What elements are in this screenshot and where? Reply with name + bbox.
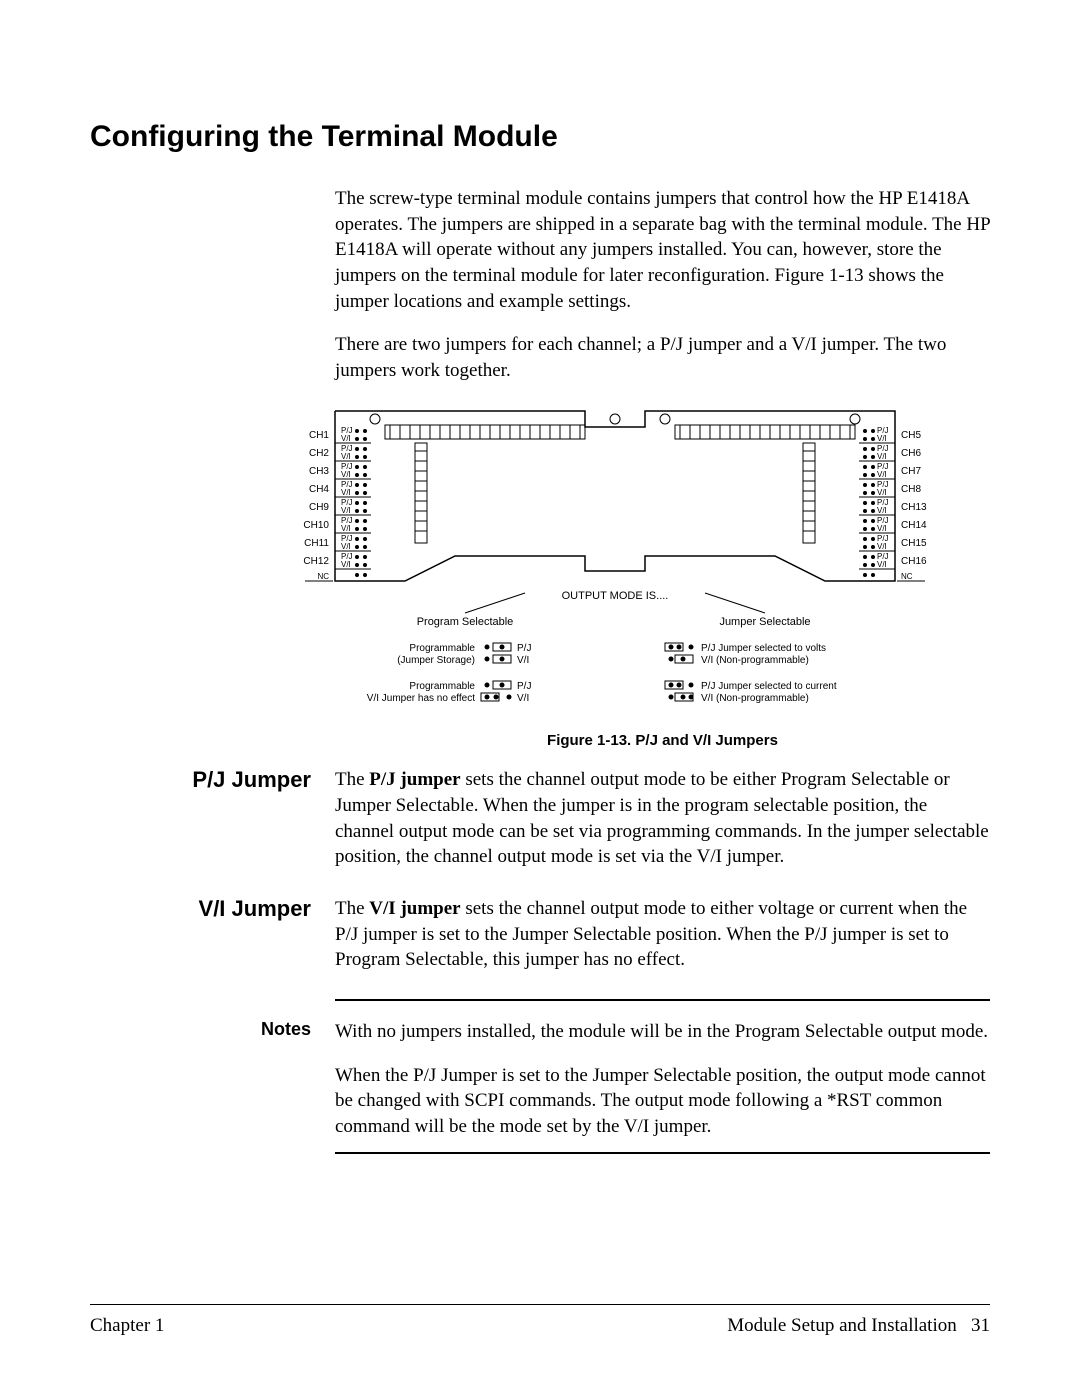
svg-text:CH9: CH9	[309, 502, 329, 513]
svg-text:V/I: V/I	[341, 506, 351, 515]
footer-right: Module Setup and Installation 31	[727, 1315, 990, 1337]
vi-jumper-body: The V/I jumper sets the channel output m…	[335, 896, 990, 973]
svg-text:V/I: V/I	[341, 488, 351, 497]
svg-text:Programmable: Programmable	[409, 643, 475, 654]
intro-block: The screw-type terminal module contains …	[335, 186, 990, 383]
svg-text:CH2: CH2	[309, 448, 329, 459]
svg-text:V/I: V/I	[341, 470, 351, 479]
svg-text:V/I: V/I	[517, 693, 529, 704]
svg-text:NC: NC	[901, 572, 913, 581]
svg-text:CH16: CH16	[901, 556, 927, 567]
svg-text:CH1: CH1	[309, 430, 329, 441]
svg-text:V/I: V/I	[517, 655, 529, 666]
section-vi-jumper: V/I Jumper The V/I jumper sets the chann…	[90, 896, 990, 973]
svg-text:NC: NC	[317, 572, 329, 581]
section-notes: Notes With no jumpers installed, the mod…	[90, 1019, 990, 1140]
svg-text:V/I: V/I	[877, 488, 887, 497]
footer-page-number: 31	[971, 1315, 990, 1336]
svg-text:CH6: CH6	[901, 448, 921, 459]
pj-prefix: The	[335, 769, 369, 790]
svg-text:CH12: CH12	[303, 556, 329, 567]
notes-p2: When the P/J Jumper is set to the Jumper…	[335, 1063, 990, 1140]
svg-text:V/I: V/I	[877, 470, 887, 479]
jumper-diagram-svg: P/JV/I P/JV/I P/JV/I P/JV/I P/JV/I P/JV/…	[265, 401, 965, 721]
svg-text:OUTPUT MODE IS....: OUTPUT MODE IS....	[562, 590, 669, 602]
svg-text:P/J Jumper selected to volts: P/J Jumper selected to volts	[701, 643, 826, 654]
svg-text:CH7: CH7	[901, 466, 921, 477]
svg-text:V/I: V/I	[341, 434, 351, 443]
svg-text:V/I: V/I	[877, 542, 887, 551]
figure-caption: Figure 1-13. P/J and V/I Jumpers	[335, 732, 990, 749]
divider-top	[335, 999, 990, 1001]
svg-text:P/J Jumper selected to current: P/J Jumper selected to current	[701, 681, 837, 692]
pj-bold: P/J jumper	[369, 769, 460, 790]
svg-text:V/I (Non-programmable): V/I (Non-programmable)	[701, 693, 809, 704]
notes-label: Notes	[90, 1019, 335, 1041]
vi-jumper-label: V/I Jumper	[90, 896, 335, 922]
svg-text:Program Selectable: Program Selectable	[417, 616, 514, 628]
manual-page: Configuring the Terminal Module The scre…	[0, 0, 1080, 1397]
notes-body: With no jumpers installed, the module wi…	[335, 1019, 990, 1140]
vi-prefix: The	[335, 898, 369, 919]
svg-text:V/I: V/I	[877, 506, 887, 515]
vi-bold: V/I jumper	[369, 898, 460, 919]
svg-text:V/I (Non-programmable): V/I (Non-programmable)	[701, 655, 809, 666]
svg-text:CH4: CH4	[309, 484, 329, 495]
svg-text:(Jumper Storage): (Jumper Storage)	[397, 655, 475, 666]
svg-text:V/I Jumper has no effect: V/I Jumper has no effect	[367, 693, 475, 704]
intro-paragraph-1: The screw-type terminal module contains …	[335, 186, 990, 314]
notes-p1: With no jumpers installed, the module wi…	[335, 1019, 990, 1045]
svg-text:CH5: CH5	[901, 430, 921, 441]
svg-text:V/I: V/I	[341, 560, 351, 569]
svg-text:V/I: V/I	[341, 452, 351, 461]
svg-text:CH8: CH8	[901, 484, 921, 495]
svg-text:CH13: CH13	[901, 502, 927, 513]
svg-text:Jumper Selectable: Jumper Selectable	[719, 616, 810, 628]
svg-text:V/I: V/I	[877, 434, 887, 443]
page-title: Configuring the Terminal Module	[90, 120, 990, 154]
section-pj-jumper: P/J Jumper The P/J jumper sets the chann…	[90, 767, 990, 870]
svg-text:CH3: CH3	[309, 466, 329, 477]
footer-left: Chapter 1	[90, 1315, 164, 1337]
footer-section-title: Module Setup and Installation	[727, 1315, 957, 1336]
svg-text:V/I: V/I	[341, 542, 351, 551]
page-footer: Chapter 1 Module Setup and Installation …	[90, 1304, 990, 1337]
svg-text:V/I: V/I	[341, 524, 351, 533]
svg-text:CH10: CH10	[303, 520, 329, 531]
svg-text:CH11: CH11	[304, 538, 329, 549]
figure-1-13: P/JV/I P/JV/I P/JV/I P/JV/I P/JV/I P/JV/…	[265, 401, 990, 726]
pj-jumper-label: P/J Jumper	[90, 767, 335, 793]
svg-text:P/J: P/J	[517, 681, 531, 692]
svg-text:V/I: V/I	[877, 452, 887, 461]
divider-bottom	[335, 1152, 990, 1154]
svg-text:CH15: CH15	[901, 538, 927, 549]
pj-jumper-body: The P/J jumper sets the channel output m…	[335, 767, 990, 870]
svg-text:Programmable: Programmable	[409, 681, 475, 692]
svg-text:V/I: V/I	[877, 560, 887, 569]
intro-paragraph-2: There are two jumpers for each channel; …	[335, 332, 990, 383]
svg-text:CH14: CH14	[901, 520, 927, 531]
svg-text:P/J: P/J	[517, 643, 531, 654]
svg-text:V/I: V/I	[877, 524, 887, 533]
